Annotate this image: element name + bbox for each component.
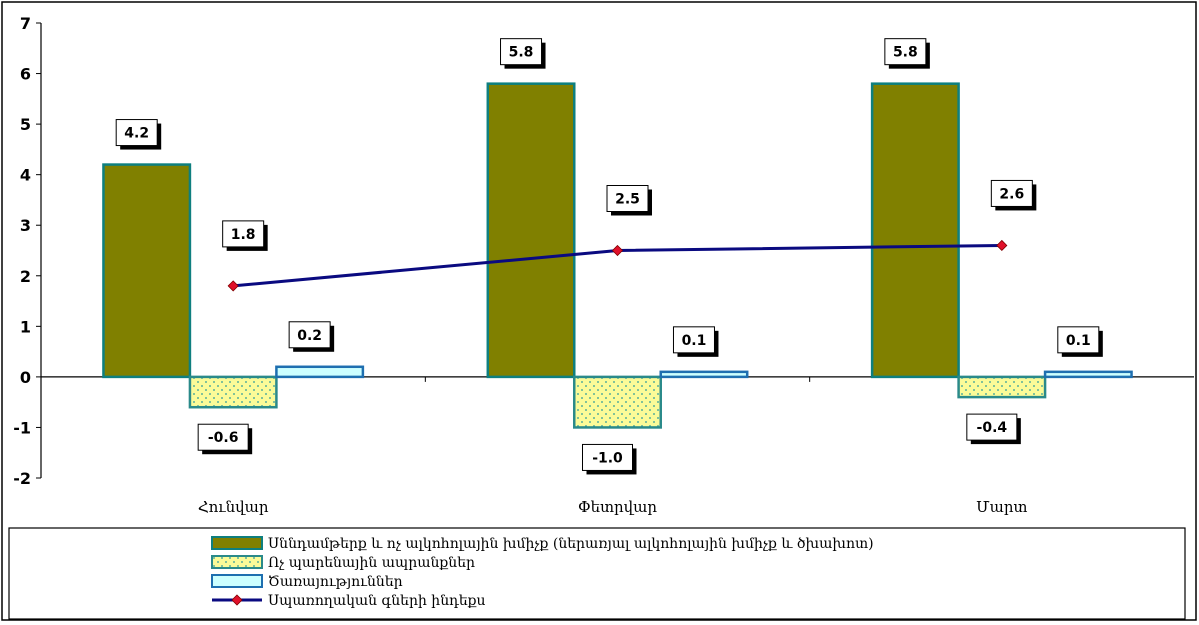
data-label-box bbox=[990, 179, 1033, 207]
y-tick-label: 2 bbox=[20, 267, 31, 286]
data-label-box bbox=[606, 185, 649, 212]
y-tick-label: 5 bbox=[20, 115, 31, 134]
data-label-text: 0.2 bbox=[297, 328, 322, 344]
data-label-box bbox=[884, 38, 927, 66]
bar bbox=[573, 375, 662, 429]
category-label: Փետրվար bbox=[578, 498, 657, 516]
y-tick-label: -2 bbox=[13, 469, 31, 488]
legend-swatch bbox=[211, 536, 263, 550]
data-label: 5.8 bbox=[884, 38, 930, 69]
data-label: -1.0 bbox=[582, 443, 637, 475]
legend-swatch bbox=[211, 574, 263, 588]
data-label-text: 4.2 bbox=[124, 126, 149, 142]
data-label-text: 0.1 bbox=[1066, 333, 1091, 349]
data-label-text: 5.8 bbox=[893, 45, 918, 61]
bar bbox=[486, 82, 576, 379]
data-label-box bbox=[500, 38, 543, 66]
bar bbox=[870, 82, 960, 379]
category-label: Մարտ bbox=[976, 498, 1027, 516]
legend-entry: Սննդամթերք և ոչ ալկոհոլային խմիչք (ներառ… bbox=[268, 536, 874, 552]
data-label-box bbox=[582, 443, 633, 471]
line-marker bbox=[611, 244, 624, 257]
data-label-text: 1.8 bbox=[231, 227, 256, 243]
data-label: 2.6 bbox=[990, 179, 1037, 211]
line-marker bbox=[227, 280, 239, 292]
data-label: 2.5 bbox=[606, 185, 652, 216]
data-label-box bbox=[966, 413, 1018, 441]
y-tick-label: 6 bbox=[20, 65, 31, 84]
data-label-text: -1.0 bbox=[592, 450, 623, 466]
y-tick-label: 4 bbox=[20, 166, 31, 185]
y-tick-label: 1 bbox=[20, 317, 31, 336]
bar bbox=[188, 375, 278, 409]
legend-entry: Սպառողական գների ինդեքս bbox=[268, 593, 486, 609]
data-label-text: -0.6 bbox=[208, 430, 239, 446]
data-labels: 4.2 5.8 5.8 -0.6 -1.0 -0.4 0.2 0.1 0.1 1.8 2.5 2.6 bbox=[115, 38, 1103, 475]
data-label: 5.8 bbox=[500, 38, 546, 69]
legend-swatch bbox=[211, 555, 263, 569]
y-tick-label: 3 bbox=[20, 216, 31, 235]
bar bbox=[1043, 370, 1133, 379]
data-label: -0.6 bbox=[197, 423, 253, 455]
data-label-text: -0.4 bbox=[977, 420, 1008, 436]
legend-entry: Ծառայություններ bbox=[268, 574, 403, 590]
bars bbox=[102, 82, 1133, 429]
data-label: 0.2 bbox=[288, 321, 335, 352]
y-tick-label: 0 bbox=[20, 368, 31, 387]
legend-entry: Ոչ պարենային ապրանքներ bbox=[268, 555, 475, 571]
data-label: -0.4 bbox=[966, 413, 1021, 445]
y-tick-label: -1 bbox=[13, 418, 31, 437]
data-label-box bbox=[672, 326, 715, 354]
legend-box bbox=[8, 527, 1186, 620]
data-label: 1.8 bbox=[222, 220, 268, 251]
bar bbox=[659, 370, 749, 379]
data-label-text: 2.6 bbox=[999, 186, 1024, 202]
data-label-text: 5.8 bbox=[509, 45, 534, 61]
data-label-box bbox=[222, 220, 265, 248]
data-label-box bbox=[1057, 326, 1100, 354]
data-label-box bbox=[288, 321, 331, 349]
legend: Սննդամթերք և ոչ ալկոհոլային խմիչք (ներառ… bbox=[8, 527, 1186, 620]
line-series bbox=[227, 239, 1008, 292]
legend-marker bbox=[231, 594, 243, 606]
data-label: 0.1 bbox=[672, 326, 719, 357]
data-label: 4.2 bbox=[115, 119, 162, 150]
y-tick-label: 7 bbox=[20, 14, 31, 33]
data-label-text: 0.1 bbox=[682, 333, 707, 349]
data-label-box bbox=[115, 119, 158, 147]
data-label-text: 2.5 bbox=[615, 192, 640, 208]
bar bbox=[102, 163, 192, 379]
data-label: 0.1 bbox=[1057, 326, 1103, 357]
bar bbox=[957, 375, 1047, 399]
line-marker bbox=[996, 239, 1008, 252]
data-label-box bbox=[197, 423, 249, 451]
category-label: Հունվար bbox=[198, 498, 269, 516]
bar bbox=[275, 365, 365, 379]
